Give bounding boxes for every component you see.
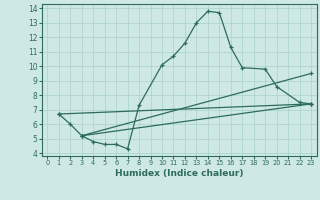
X-axis label: Humidex (Indice chaleur): Humidex (Indice chaleur) [115, 169, 244, 178]
